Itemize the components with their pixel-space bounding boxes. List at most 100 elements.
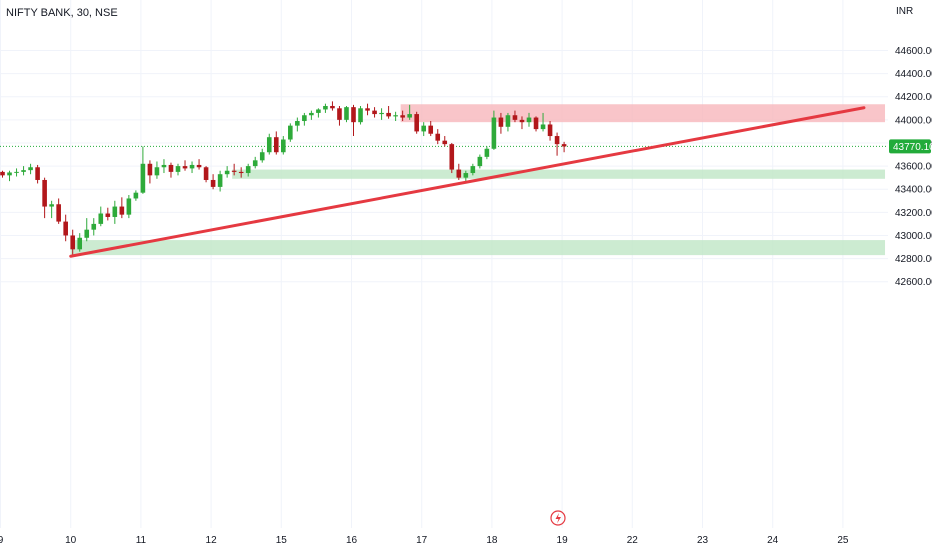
candle [252, 156, 258, 169]
candle-body [477, 156, 483, 167]
candle [400, 110, 405, 122]
candle [14, 168, 19, 177]
candle [217, 170, 223, 192]
lightning-icon[interactable] [550, 510, 566, 526]
candle [309, 110, 314, 120]
candle [133, 190, 139, 201]
y-tick-label: 44600.00 [895, 46, 932, 57]
candle-body [189, 164, 195, 169]
candle-body [259, 152, 265, 161]
candle-body [119, 206, 125, 215]
candle [98, 206, 104, 227]
candle [344, 105, 349, 123]
candle-body [28, 167, 33, 171]
candle [512, 110, 518, 123]
candle [77, 233, 83, 252]
candle [442, 136, 448, 147]
price-badge-bg [889, 139, 931, 154]
candle-body [147, 163, 153, 176]
currency-label: INR [896, 6, 913, 17]
y-tick-label: 42800.00 [895, 254, 932, 265]
candle-body [0, 171, 5, 176]
x-tick-label: 18 [486, 535, 498, 546]
price-axis[interactable]: 44600.0044400.0044200.0044000.0043800.00… [888, 0, 932, 550]
y-tick-label: 43400.00 [895, 185, 932, 196]
candle-body [435, 133, 441, 141]
candle-body [302, 115, 307, 122]
candle-body [217, 174, 223, 187]
candle-body [238, 171, 244, 174]
price-badge: 43770.10 [889, 139, 932, 154]
candle [56, 198, 61, 224]
candle-body [400, 115, 405, 118]
candle-body [561, 144, 567, 147]
candle-body [105, 213, 111, 217]
x-tick-label: 22 [627, 535, 639, 546]
candle [533, 116, 539, 132]
candle [210, 174, 216, 190]
candle-body [224, 170, 230, 175]
candle [140, 146, 146, 194]
candle-body [281, 139, 286, 153]
candle [505, 112, 511, 132]
candle-body [161, 164, 167, 168]
candle-body [526, 117, 532, 123]
candle-body [112, 206, 118, 217]
candle [547, 121, 553, 141]
candle-body [358, 108, 363, 123]
candle [175, 163, 181, 176]
candle [161, 159, 167, 174]
x-tick-label: 17 [416, 535, 428, 546]
candle-body [547, 124, 553, 137]
x-tick-label: 24 [767, 535, 779, 546]
price-badge-text: 43770.10 [893, 142, 932, 153]
x-tick-label: 15 [276, 535, 288, 546]
candle-body [133, 192, 139, 199]
candle [154, 161, 160, 179]
candle [295, 117, 300, 132]
candle [379, 108, 384, 120]
candle [491, 110, 497, 150]
candle [7, 170, 12, 182]
candle-body [21, 170, 26, 172]
candle [393, 111, 398, 122]
candle-body [393, 115, 398, 117]
candle [435, 129, 441, 145]
candles [0, 101, 567, 256]
x-tick-label: 23 [697, 535, 709, 546]
candle-body [540, 124, 546, 130]
candle-body [414, 114, 419, 132]
candle-body [442, 140, 448, 145]
candle-body [421, 125, 426, 132]
x-tick-label: 19 [557, 535, 569, 546]
candle [42, 177, 47, 219]
trendline[interactable] [69, 106, 866, 258]
chart-title: NIFTY BANK, 30, NSE [6, 7, 118, 19]
candle-body [449, 144, 455, 170]
y-tick-label: 44000.00 [895, 115, 932, 126]
x-tick-label: 16 [346, 535, 358, 546]
x-tick-label: 10 [65, 535, 77, 546]
candle-body [505, 115, 511, 127]
candle [0, 170, 5, 178]
candle-body [154, 167, 160, 176]
candle [330, 101, 335, 111]
time-axis[interactable]: 9 10 11 12 15 16 17 18 19 22 23 24 25 [0, 528, 932, 550]
y-tick-label: 44400.00 [895, 69, 932, 80]
candle-body [372, 110, 377, 115]
candle-body [56, 204, 61, 222]
y-tick-label: 44200.00 [895, 92, 932, 103]
candle-body [519, 119, 525, 123]
candle-body [554, 136, 560, 145]
candle [337, 105, 342, 126]
candle [428, 121, 434, 137]
candle [407, 104, 412, 120]
candle-body [470, 166, 476, 174]
candle-body [484, 148, 490, 157]
candle-body [344, 107, 349, 120]
candle-body [49, 204, 54, 207]
candle-body [182, 166, 188, 169]
candle [105, 207, 111, 221]
candle [316, 108, 321, 118]
